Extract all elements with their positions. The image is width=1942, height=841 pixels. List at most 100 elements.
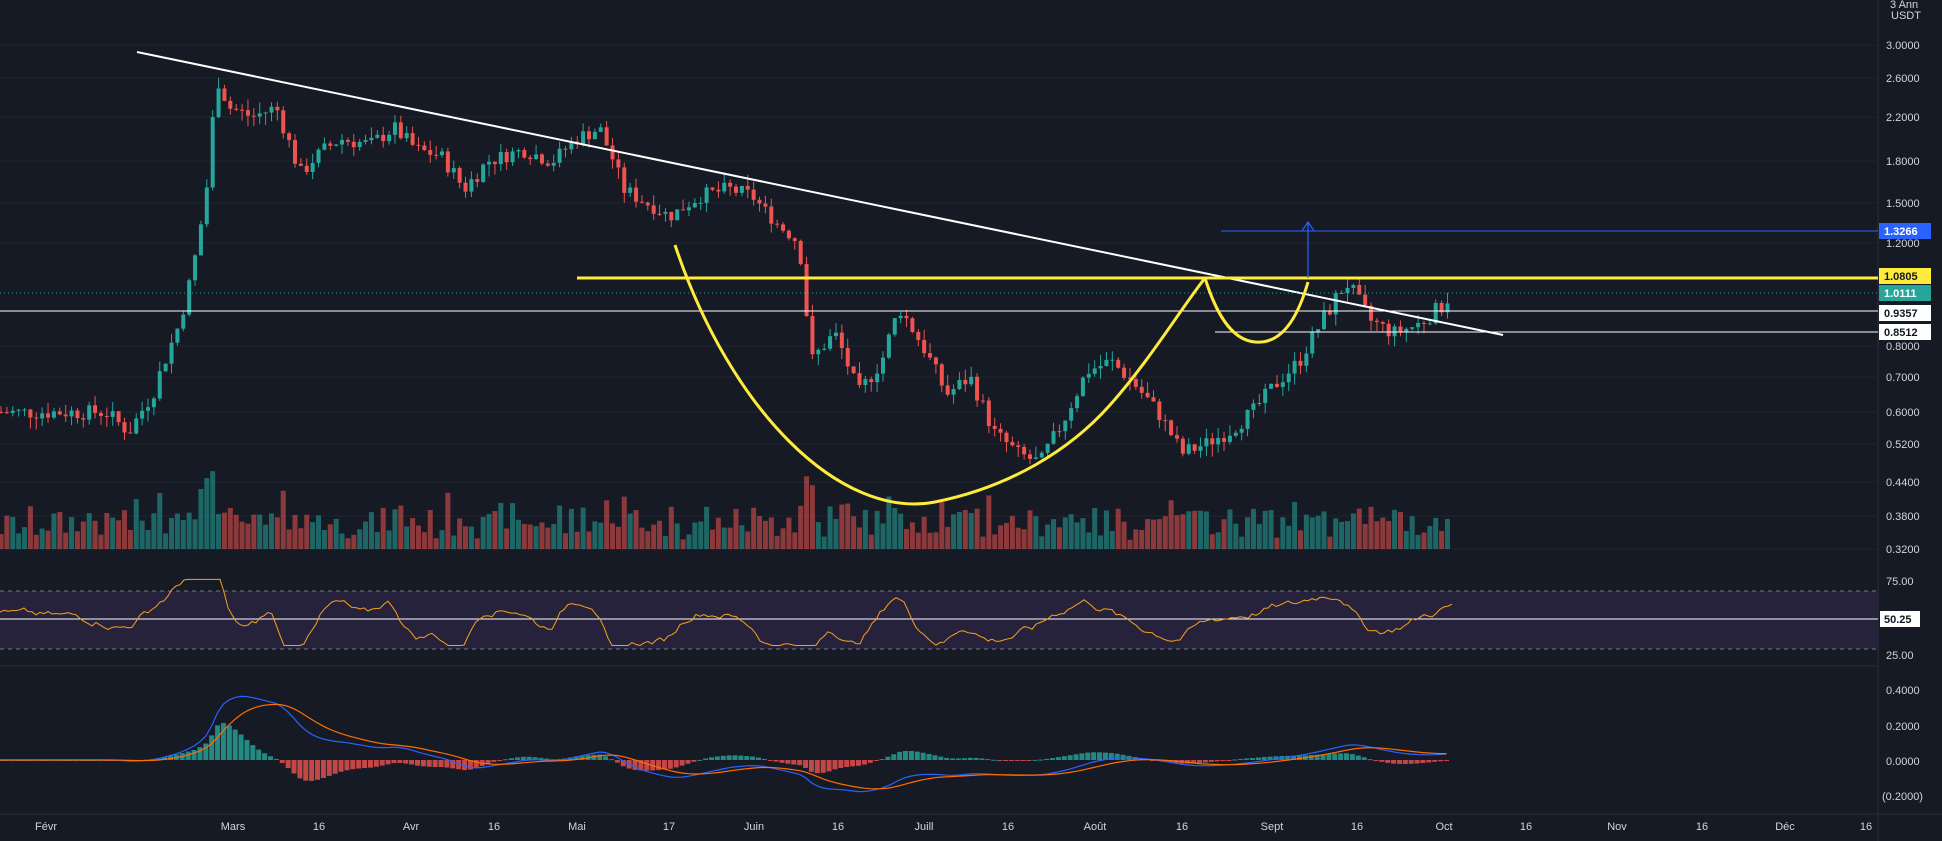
candle-body[interactable]: [457, 168, 462, 183]
candle-body[interactable]: [675, 209, 680, 221]
candle-body[interactable]: [216, 88, 221, 118]
candle-body[interactable]: [1186, 444, 1191, 454]
candle-body[interactable]: [275, 106, 280, 111]
candle-body[interactable]: [986, 400, 991, 427]
candle-body[interactable]: [281, 110, 286, 134]
candle-body[interactable]: [293, 140, 297, 164]
candle-body[interactable]: [1274, 383, 1279, 387]
candle-body[interactable]: [363, 140, 368, 142]
candle-body[interactable]: [1322, 311, 1326, 330]
candle-body[interactable]: [722, 182, 727, 192]
candle-body[interactable]: [16, 409, 21, 411]
cup-pattern-curve[interactable]: [673, 244, 1207, 506]
candle-body[interactable]: [469, 179, 474, 192]
candle-body[interactable]: [1192, 444, 1197, 451]
candle-body[interactable]: [240, 109, 245, 111]
candle-body[interactable]: [681, 209, 686, 211]
candle-body[interactable]: [492, 161, 497, 165]
candle-body[interactable]: [745, 185, 750, 190]
candle-body[interactable]: [534, 154, 539, 160]
candle-body[interactable]: [1122, 367, 1127, 378]
candle-body[interactable]: [528, 157, 533, 160]
candle-body[interactable]: [163, 363, 168, 372]
candle-body[interactable]: [781, 224, 786, 231]
candle-body[interactable]: [1433, 302, 1438, 324]
candle-body[interactable]: [10, 410, 15, 413]
candle-body[interactable]: [310, 162, 315, 172]
candle-body[interactable]: [175, 328, 180, 343]
candle-body[interactable]: [569, 141, 574, 150]
candle-body[interactable]: [116, 411, 121, 423]
candle-body[interactable]: [422, 145, 427, 151]
descending-trendline[interactable]: [136, 51, 1504, 336]
candle-body[interactable]: [769, 206, 774, 224]
candle-body[interactable]: [1357, 284, 1362, 295]
candle-body[interactable]: [910, 318, 915, 332]
candle-body[interactable]: [1110, 359, 1115, 361]
candle-body[interactable]: [245, 110, 250, 116]
candle-body[interactable]: [898, 315, 903, 319]
candle-body[interactable]: [951, 389, 956, 395]
candle-body[interactable]: [1169, 420, 1174, 436]
candle-body[interactable]: [1345, 287, 1350, 294]
candle-body[interactable]: [1180, 438, 1185, 454]
candle-body[interactable]: [1063, 420, 1068, 432]
candle-body[interactable]: [922, 339, 927, 354]
candle-body[interactable]: [1269, 383, 1274, 389]
candle-body[interactable]: [728, 182, 733, 187]
candle-body[interactable]: [875, 373, 880, 383]
candle-body[interactable]: [504, 152, 509, 163]
candle-body[interactable]: [833, 332, 838, 337]
candle-body[interactable]: [916, 331, 921, 340]
macd-line[interactable]: [0, 695, 1447, 793]
candle-body[interactable]: [798, 240, 803, 265]
candle-body[interactable]: [933, 357, 938, 365]
time-axis[interactable]: Févr Mars 16 Avr 16 Mai 17 Juin 16 Juill 16 Août 16 S…: [35, 821, 1872, 833]
candle-body[interactable]: [1263, 388, 1268, 403]
candle-body[interactable]: [81, 418, 86, 420]
candle-body[interactable]: [40, 413, 45, 419]
candle-body[interactable]: [1392, 326, 1397, 337]
candle-body[interactable]: [392, 122, 397, 135]
candle-body[interactable]: [1316, 329, 1321, 332]
candle-body[interactable]: [1380, 322, 1385, 324]
candle-body[interactable]: [1369, 305, 1374, 321]
candle-body[interactable]: [1033, 457, 1038, 459]
price-axis[interactable]: 3.0000 2.6000 2.2000 1.8000 1.5000 1.2000 0.80…: [1886, 40, 1920, 556]
candle-body[interactable]: [822, 348, 827, 350]
candle-body[interactable]: [828, 336, 833, 349]
candle-body[interactable]: [839, 332, 844, 348]
candle-body[interactable]: [187, 280, 192, 315]
candle-body[interactable]: [551, 162, 556, 166]
candle-body[interactable]: [445, 151, 450, 173]
candle-body[interactable]: [939, 364, 944, 386]
candle-body[interactable]: [886, 334, 891, 358]
candle-body[interactable]: [857, 373, 862, 385]
candle-body[interactable]: [598, 127, 603, 132]
candle-body[interactable]: [1145, 392, 1150, 398]
candle-body[interactable]: [340, 139, 345, 145]
candle-body[interactable]: [757, 199, 762, 204]
candle-body[interactable]: [1404, 328, 1409, 333]
candlesticks[interactable]: [0, 77, 1450, 465]
candle-body[interactable]: [234, 108, 239, 110]
candle-body[interactable]: [222, 88, 227, 101]
candle-body[interactable]: [804, 264, 809, 317]
candle-body[interactable]: [46, 413, 51, 418]
candle-body[interactable]: [928, 353, 933, 358]
candle-body[interactable]: [298, 163, 303, 166]
candle-body[interactable]: [845, 347, 850, 367]
candle-body[interactable]: [657, 213, 662, 215]
candle-body[interactable]: [604, 127, 609, 146]
candle-body[interactable]: [610, 145, 615, 160]
candle-body[interactable]: [510, 151, 515, 163]
candle-body[interactable]: [1116, 359, 1121, 368]
candle-body[interactable]: [98, 413, 103, 416]
quote-currency-label[interactable]: USDT: [1891, 10, 1921, 22]
candle-body[interactable]: [369, 137, 374, 141]
candle-body[interactable]: [1445, 303, 1450, 313]
candle-body[interactable]: [345, 139, 350, 142]
candle-body[interactable]: [1310, 331, 1315, 354]
candle-body[interactable]: [304, 165, 309, 172]
